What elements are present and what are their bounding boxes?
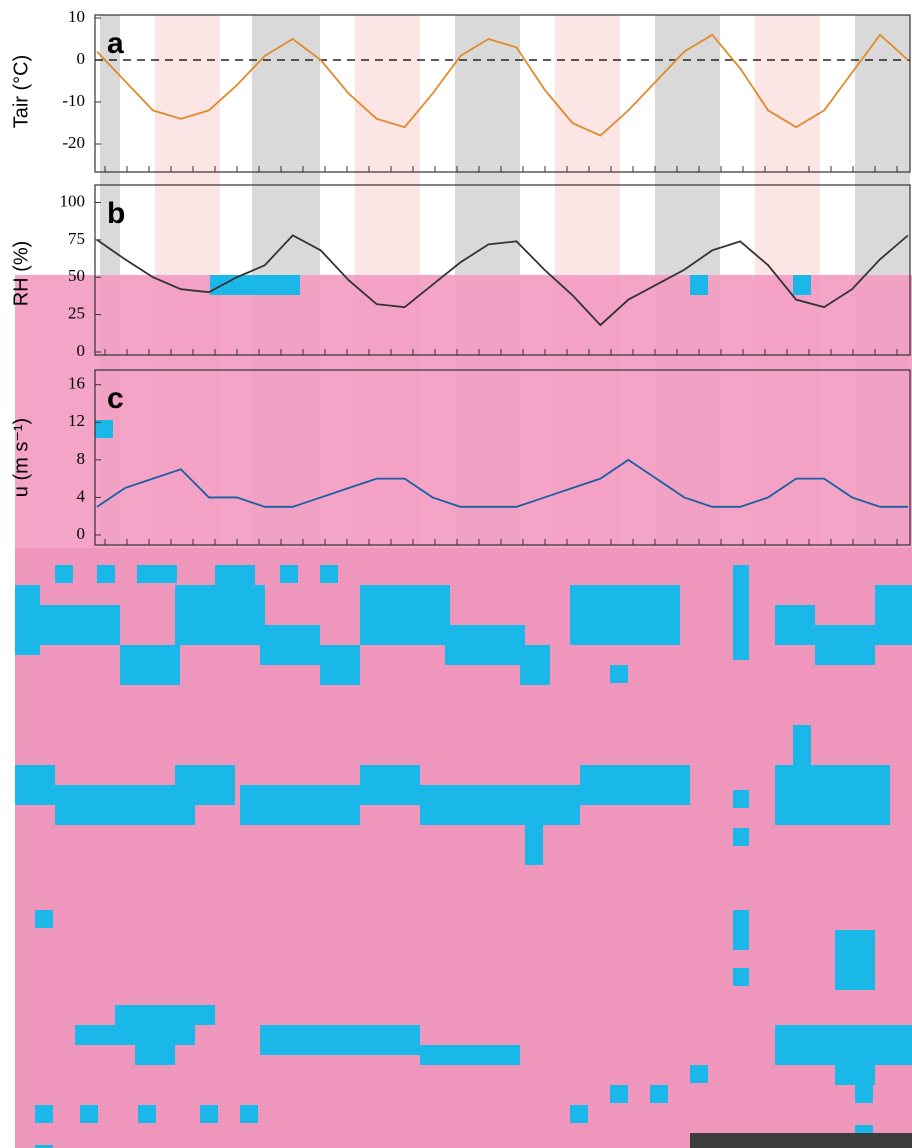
y-tick-label: 0 bbox=[77, 524, 86, 543]
data-line bbox=[96, 234, 909, 327]
y-tick-label: 50 bbox=[68, 266, 85, 285]
y-tick-label: 100 bbox=[60, 191, 86, 210]
glitch-block bbox=[690, 275, 708, 295]
y-tick-label: 0 bbox=[77, 49, 86, 68]
glitch-block bbox=[95, 420, 113, 438]
glitch-block bbox=[793, 275, 811, 295]
y-tick-label: 10 bbox=[68, 7, 85, 26]
plot-frame bbox=[94, 14, 911, 173]
y-tick-label: 12 bbox=[68, 411, 85, 430]
plot-frame bbox=[94, 184, 911, 356]
y-axis-label: RH (%) bbox=[10, 241, 32, 307]
y-tick-label: -20 bbox=[62, 133, 85, 152]
y-axis-label: Tair (°C) bbox=[10, 55, 32, 129]
y-tick-label: 75 bbox=[68, 229, 85, 248]
y-tick-label: 16 bbox=[68, 374, 85, 393]
panel-label: a bbox=[107, 27, 124, 60]
y-tick-label: 0 bbox=[77, 341, 86, 360]
glitch-overlay bbox=[15, 548, 912, 1148]
panel-label: b bbox=[107, 197, 125, 230]
plot-frame bbox=[94, 369, 911, 546]
glitch-overlay bbox=[15, 275, 912, 548]
y-tick-label: 4 bbox=[77, 486, 86, 505]
y-tick-label: 8 bbox=[77, 449, 86, 468]
data-line bbox=[96, 458, 908, 508]
data-line bbox=[96, 33, 909, 137]
y-tick-label: -10 bbox=[62, 91, 85, 110]
y-tick-label: 25 bbox=[68, 304, 85, 323]
panel-label: c bbox=[107, 382, 124, 415]
y-axis-label: u (m s⁻¹) bbox=[10, 418, 32, 497]
